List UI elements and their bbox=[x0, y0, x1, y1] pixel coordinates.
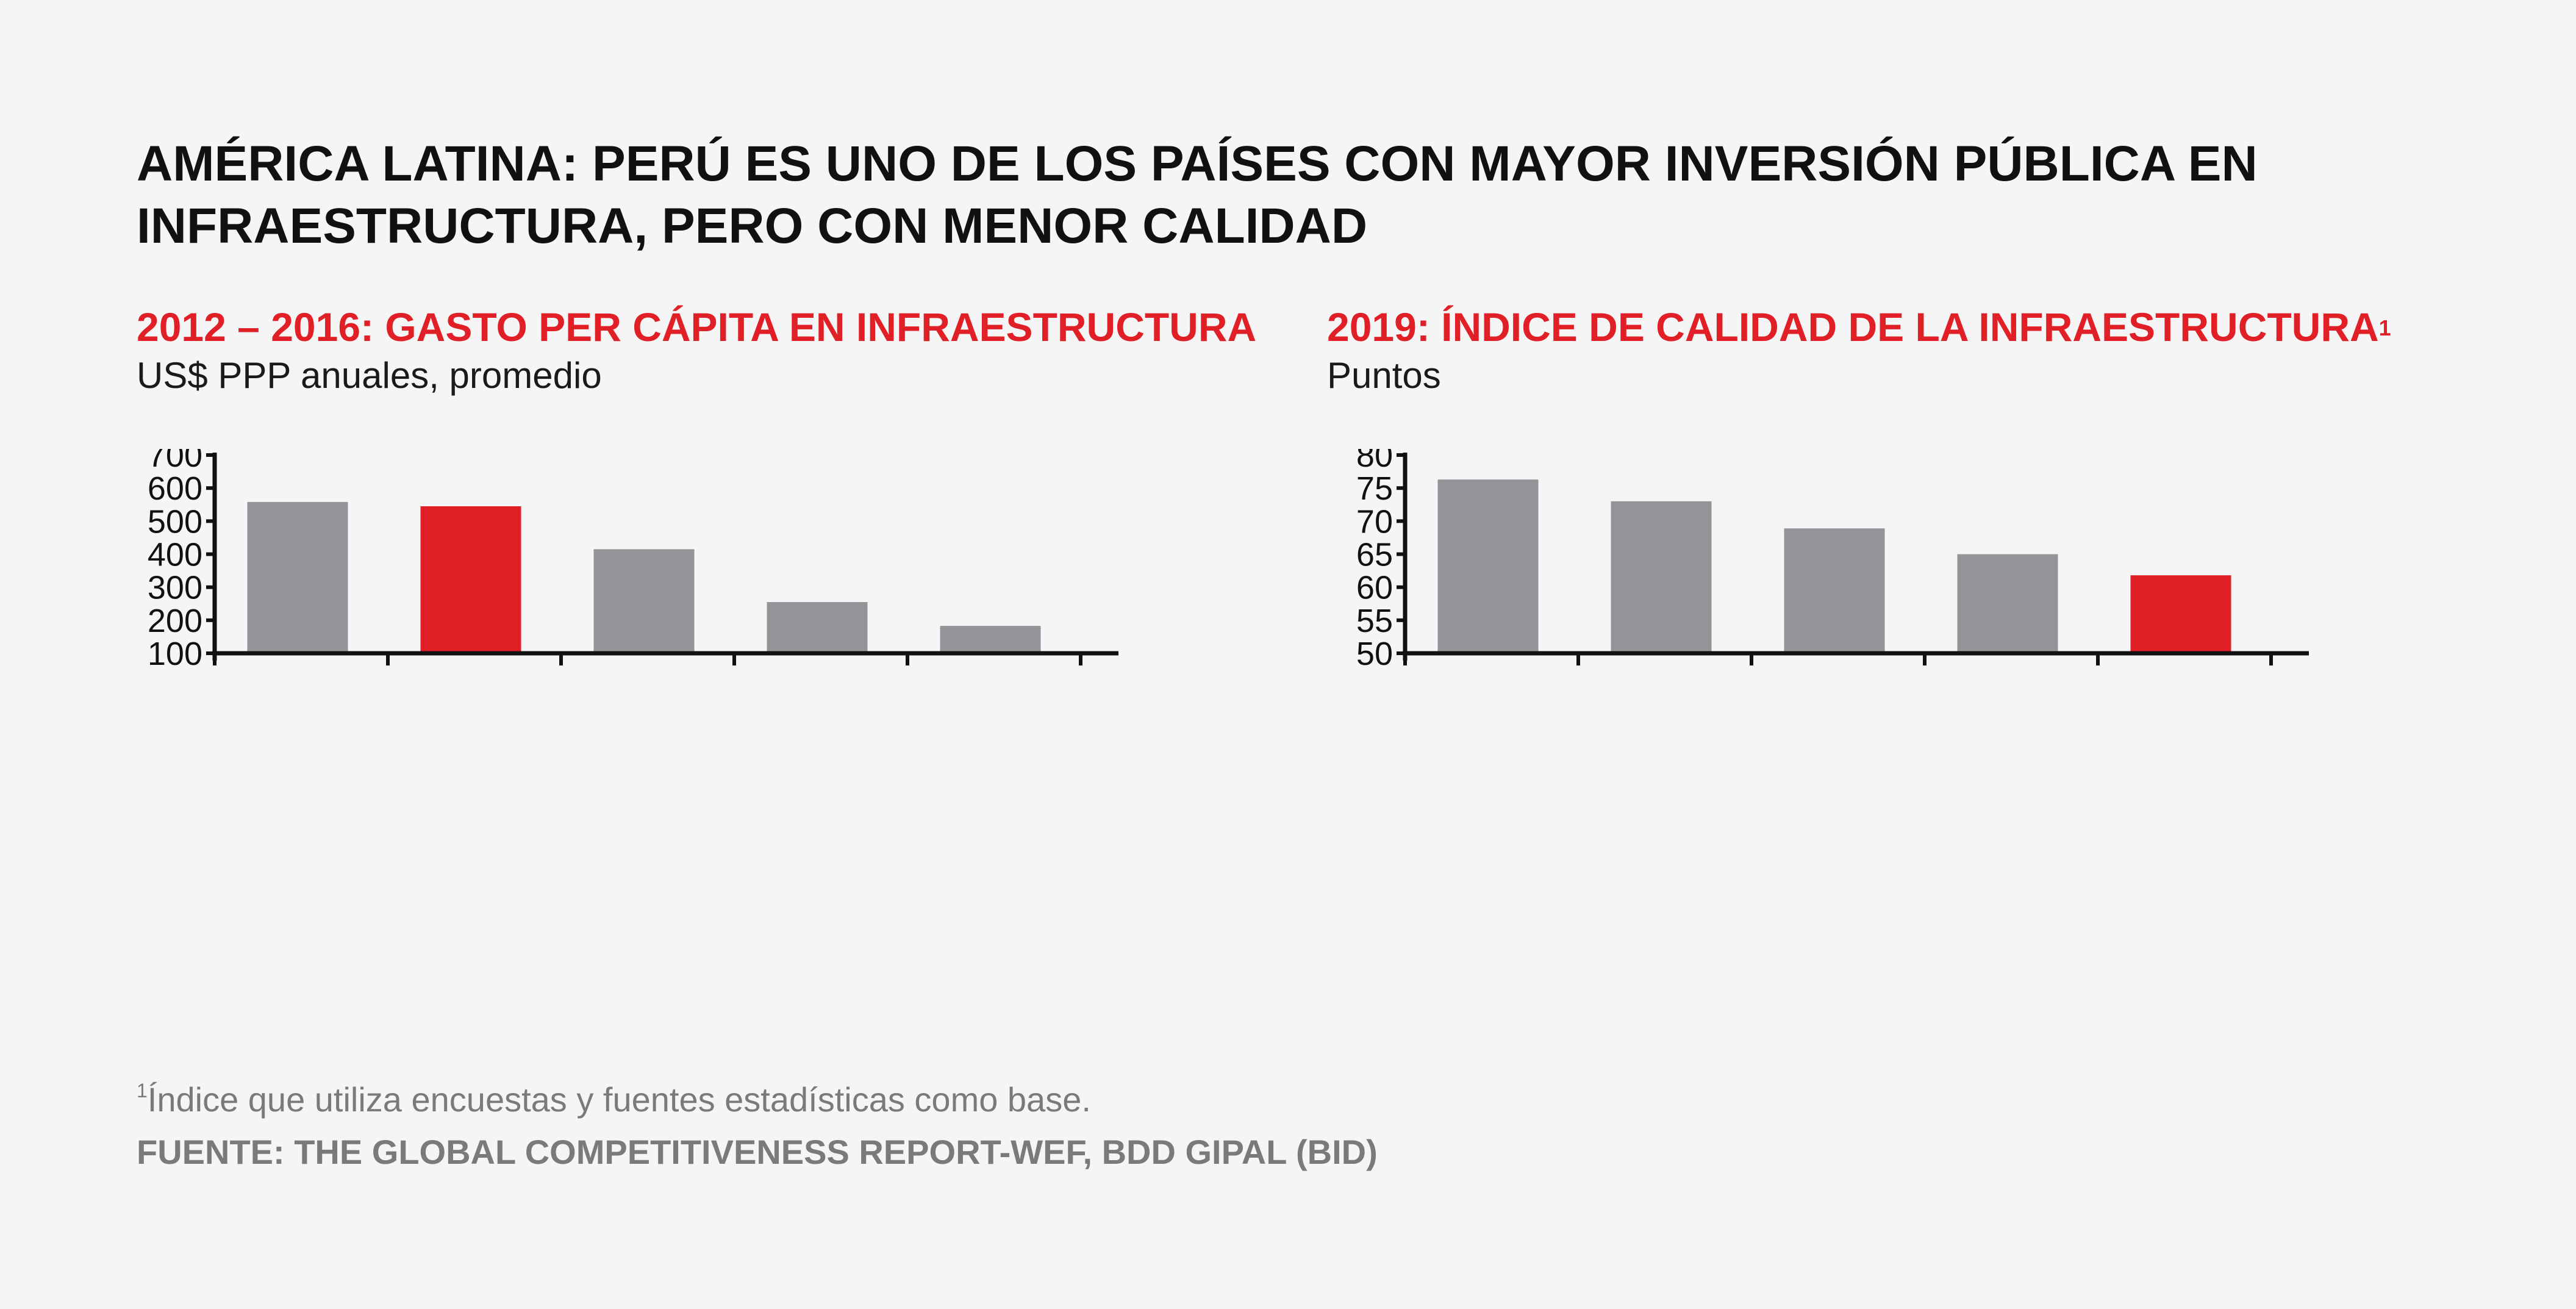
bar-chile bbox=[1437, 479, 1539, 653]
main-title: AMÉRICA LATINA: PERÚ ES UNO DE LOS PAÍSE… bbox=[137, 136, 2258, 254]
y-tick-label: 100 bbox=[148, 636, 202, 672]
footnote-text: Índice que utiliza encuestas y fuentes e… bbox=[147, 1080, 1091, 1119]
y-tick-label: 80 bbox=[1356, 449, 1393, 474]
chart-subtitle: US$ PPP anuales, promedio bbox=[137, 355, 602, 396]
source-note: FUENTE: THE GLOBAL COMPETITIVENESS REPOR… bbox=[137, 1133, 1378, 1171]
bar-mexico bbox=[593, 549, 695, 653]
y-tick-label: 75 bbox=[1356, 470, 1393, 507]
chart-panel-spending: 2012 – 2016: GASTO PER CÁPITA EN INFRAES… bbox=[137, 303, 1295, 992]
chart-title: 2019: ÍNDICE DE CALIDAD DE LA INFRAESTRU… bbox=[1327, 303, 2486, 351]
y-tick-label: 300 bbox=[148, 570, 202, 606]
bar-peru bbox=[420, 506, 521, 653]
bar-uruguay bbox=[767, 602, 868, 653]
bar-chart-spending: ChilePerúMéxicoUruguayBrasil100200300400… bbox=[148, 449, 1118, 672]
chart-title-text: 2019: ÍNDICE DE CALIDAD DE LA INFRAESTRU… bbox=[1327, 304, 2379, 350]
y-tick-label: 600 bbox=[148, 470, 202, 507]
bar-chart-quality: ChileMéxicoUruguayBrasilPerú505560657075… bbox=[1356, 449, 2309, 672]
y-tick-label: 70 bbox=[1356, 503, 1393, 540]
bar-chile bbox=[247, 501, 348, 653]
chart-title: 2012 – 2016: GASTO PER CÁPITA EN INFRAES… bbox=[137, 303, 1295, 351]
y-tick-label: 500 bbox=[148, 503, 202, 540]
chart-panel-quality: 2019: ÍNDICE DE CALIDAD DE LA INFRAESTRU… bbox=[1327, 303, 2486, 992]
footnote-marker: 1 bbox=[137, 1080, 148, 1102]
chart-subtitle: Puntos bbox=[1327, 355, 1441, 396]
y-tick-label: 50 bbox=[1356, 636, 1393, 672]
bar-brasil bbox=[940, 626, 1041, 653]
y-tick-label: 700 bbox=[148, 449, 202, 474]
y-tick-label: 55 bbox=[1356, 603, 1393, 639]
y-tick-label: 400 bbox=[148, 537, 202, 573]
footnote: 1Índice que utiliza encuestas y fuentes … bbox=[137, 1080, 1091, 1119]
bar-peru bbox=[2130, 575, 2231, 653]
bar-uruguay bbox=[1784, 528, 1885, 653]
bar-mexico bbox=[1611, 501, 1712, 653]
y-tick-label: 65 bbox=[1356, 537, 1393, 573]
y-tick-label: 200 bbox=[148, 603, 202, 639]
chart-title-text: 2012 – 2016: GASTO PER CÁPITA EN INFRAES… bbox=[137, 304, 1257, 350]
bar-brasil bbox=[1957, 554, 2058, 653]
y-tick-label: 60 bbox=[1356, 570, 1393, 606]
chart-title-superscript: 1 bbox=[2378, 315, 2391, 340]
